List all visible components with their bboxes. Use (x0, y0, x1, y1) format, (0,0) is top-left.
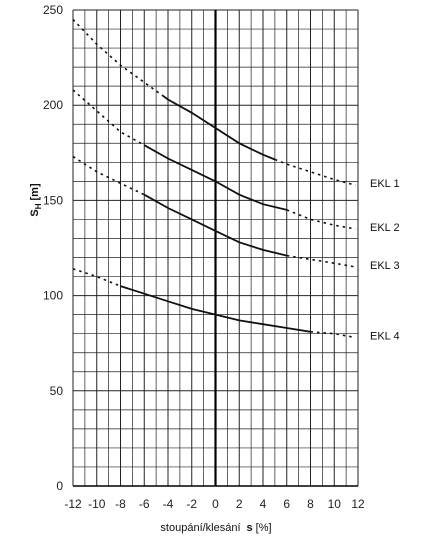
y-tick-label: 0 (56, 479, 63, 493)
x-tick-label: -4 (163, 497, 174, 511)
series-line-dotted-left (72, 89, 145, 146)
series-lines (72, 18, 356, 339)
series-line-dotted-right (274, 158, 356, 186)
series-line-dotted-right (286, 254, 356, 268)
y-axis-label-main: S (29, 209, 41, 216)
y-axis-label-unit: [m] (29, 183, 41, 200)
series-label: EKL 1 (370, 178, 400, 190)
x-tick-label: -10 (88, 497, 106, 511)
x-tick-label: 2 (236, 497, 243, 511)
series-line-solid (161, 94, 276, 161)
x-tick-label: 12 (351, 497, 365, 511)
series-label: EKL 4 (370, 330, 400, 342)
series-line-solid (143, 144, 288, 211)
x-tick-label: -8 (115, 497, 126, 511)
x-tick-label: -12 (64, 497, 82, 511)
series-labels: EKL 1 EKL 2 EKL 3 EKL 4 (370, 178, 400, 342)
x-axis-label-prefix: stoupání/klesání (160, 522, 240, 534)
series-line-dotted-right (286, 209, 356, 230)
x-axis-label-unit: [%] (256, 522, 272, 534)
series-label: EKL 3 (370, 260, 400, 272)
x-tick-label: -2 (186, 497, 197, 511)
y-tick-label: 100 (43, 289, 63, 303)
series-line-dotted-left (72, 18, 163, 96)
x-tick-label: 6 (283, 497, 290, 511)
x-tick-label: 0 (212, 497, 219, 511)
series-line-dotted-left (72, 155, 145, 196)
x-tick-labels: -12 -10 -8 -6 -4 -2 0 2 4 6 8 10 12 (64, 497, 365, 511)
y-tick-labels: 0 50 100 150 200 250 (43, 3, 63, 493)
x-tick-label: -6 (139, 497, 150, 511)
y-tick-label: 50 (50, 384, 64, 398)
series-line-solid (143, 193, 288, 257)
series-line-solid (120, 285, 311, 333)
series-line-dotted-left (72, 268, 121, 287)
series-line-dotted-right (310, 331, 356, 339)
series-label: EKL 2 (370, 222, 400, 234)
y-tick-label: 250 (43, 3, 63, 17)
x-tick-label: 4 (260, 497, 267, 511)
x-tick-label: 8 (307, 497, 314, 511)
x-tick-label: 10 (328, 497, 342, 511)
zero-line (73, 10, 358, 487)
y-tick-label: 200 (43, 98, 63, 112)
y-axis-label-sub: H (34, 203, 43, 209)
y-axis-label: SH [m] (29, 183, 43, 217)
x-axis-label: stoupání/klesání s [%] (160, 522, 271, 534)
x-axis-label-symbol: s (247, 522, 253, 534)
y-tick-label: 150 (43, 193, 63, 207)
